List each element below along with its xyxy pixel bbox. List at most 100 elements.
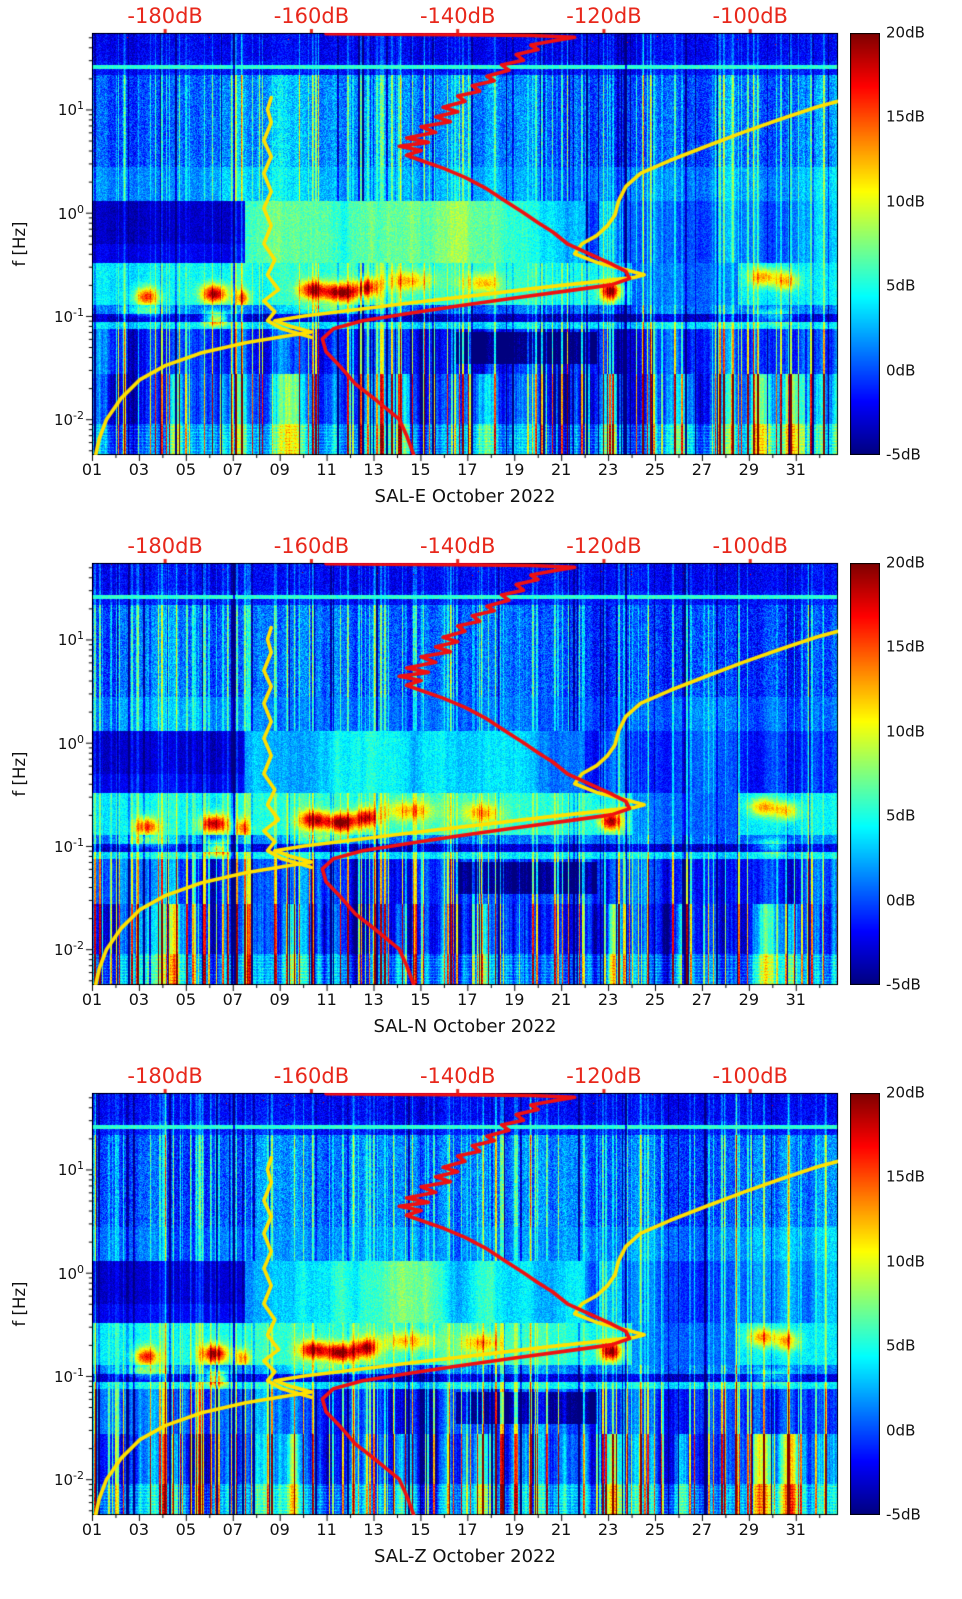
spectrogram-canvas [92,1093,838,1515]
x-tick-label: 23 [597,460,619,479]
x-tick-label: 13 [363,1520,384,1539]
colorbar-tick-label: 5dB [886,276,916,295]
x-tick-label: 01 [81,990,103,1009]
x-tick-label: 23 [597,990,619,1009]
y-tick-label: 10-1 [53,835,84,856]
x-tick-label: 25 [644,990,666,1009]
y-tick-label: 100 [57,732,84,753]
x-tick-label: 11 [316,990,337,1009]
top-axis-tick-label: -180dB [127,1064,203,1088]
x-tick-label: 17 [457,460,478,479]
colorbar-tick-label: -5dB [886,975,921,994]
colorbar-tick-label: 15dB [886,1167,925,1186]
y-axis-label: f [Hz] [9,221,29,267]
x-tick-label: 17 [457,990,478,1009]
y-tick-label: 10-2 [53,409,84,430]
x-tick-label: 13 [363,460,384,479]
x-tick-label: 19 [504,460,525,479]
top-axis-tick-label: -100dB [712,1064,788,1088]
x-tick-label: 15 [410,460,431,479]
colorbar-tick-label: 5dB [886,806,916,825]
top-axis-tick-label: -140dB [419,534,496,558]
top-axis-tick-label: -100dB [712,534,788,558]
top-axis-tick-label: -160dB [273,4,350,28]
x-tick-label: 07 [222,1520,243,1539]
spectrogram-panel-sal-n: f [Hz] SAL-N October 2022 -180dB -160dB -1… [0,530,962,1060]
x-tick-label: 21 [550,990,572,1009]
y-axis-label: f [Hz] [9,751,29,797]
x-tick-label: 09 [269,990,290,1009]
y-axis-label: f [Hz] [9,1281,29,1327]
colorbar-tick-label: 20dB [886,553,925,572]
panel-title: SAL-N October 2022 [373,1016,557,1037]
colorbar-tick-label: 0dB [886,361,916,380]
colorbar-tick-label: 10dB [886,722,925,741]
x-tick-label: 17 [457,1520,478,1539]
spectrogram-panel-sal-e: f [Hz] SAL-E October 2022 -180dB -160dB -1… [0,0,962,530]
x-tick-label: 13 [363,990,384,1009]
panel-title: SAL-E October 2022 [374,486,556,507]
top-axis-tick-label: -160dB [273,534,350,558]
x-tick-label: 03 [128,1520,150,1539]
x-tick-label: 09 [269,1520,290,1539]
x-tick-label: 05 [175,1520,197,1539]
y-tick-label: 10-1 [53,1365,84,1386]
colorbar-tick-label: 15dB [886,637,925,656]
y-tick-label: 10-2 [53,1469,84,1490]
top-axis-tick-label: -120dB [566,1064,642,1088]
top-axis-tick-label: -140dB [419,1064,496,1088]
y-tick-label: 100 [57,1262,84,1283]
x-tick-label: 27 [691,1520,713,1539]
x-tick-label: 09 [269,460,290,479]
top-axis-tick-label: -140dB [419,4,496,28]
x-tick-label: 11 [316,1520,337,1539]
colorbar-tick-label: 20dB [886,23,925,42]
x-tick-label: 07 [222,460,243,479]
x-tick-label: 25 [644,460,666,479]
x-tick-label: 29 [738,990,760,1009]
colorbar-tick-label: -5dB [886,445,921,464]
colorbar-tick-label: 0dB [886,891,916,910]
x-tick-label: 15 [410,990,431,1009]
colorbar-tick-label: 0dB [886,1421,916,1440]
x-tick-label: 15 [410,1520,431,1539]
panel-title: SAL-Z October 2022 [374,1546,556,1567]
colorbar-canvas [850,563,880,985]
colorbar-canvas [850,1093,880,1515]
top-axis-tick-label: -160dB [273,1064,350,1088]
x-tick-label: 27 [691,460,713,479]
colorbar-canvas [850,33,880,455]
spectrogram-canvas [92,563,838,985]
y-tick-label: 101 [57,629,84,650]
x-tick-label: 27 [691,990,713,1009]
x-tick-label: 21 [550,460,572,479]
x-tick-label: 03 [128,990,150,1009]
x-tick-label: 29 [738,460,760,479]
x-tick-label: 31 [785,1520,806,1539]
colorbar-tick-label: 10dB [886,1252,925,1271]
top-axis-tick-label: -100dB [712,4,788,28]
x-tick-label: 19 [504,990,525,1009]
spectrogram-panel-sal-z: f [Hz] SAL-Z October 2022 -180dB -160dB -1… [0,1060,962,1590]
y-tick-label: 10-1 [53,305,84,326]
y-tick-label: 101 [57,1159,84,1180]
x-tick-label: 31 [785,460,806,479]
top-axis-tick-label: -120dB [566,4,642,28]
y-tick-label: 100 [57,202,84,223]
x-tick-label: 19 [504,1520,525,1539]
top-axis-tick-label: -180dB [127,534,203,558]
x-tick-label: 25 [644,1520,666,1539]
x-tick-label: 05 [175,990,197,1009]
x-tick-label: 01 [81,460,103,479]
x-tick-label: 03 [128,460,150,479]
x-tick-label: 07 [222,990,243,1009]
colorbar-tick-label: 5dB [886,1336,916,1355]
top-axis-tick-label: -180dB [127,4,203,28]
x-tick-label: 11 [316,460,337,479]
x-tick-label: 23 [597,1520,619,1539]
y-tick-label: 101 [57,99,84,120]
y-tick-label: 10-2 [53,939,84,960]
x-tick-label: 29 [738,1520,760,1539]
x-tick-label: 01 [81,1520,103,1539]
